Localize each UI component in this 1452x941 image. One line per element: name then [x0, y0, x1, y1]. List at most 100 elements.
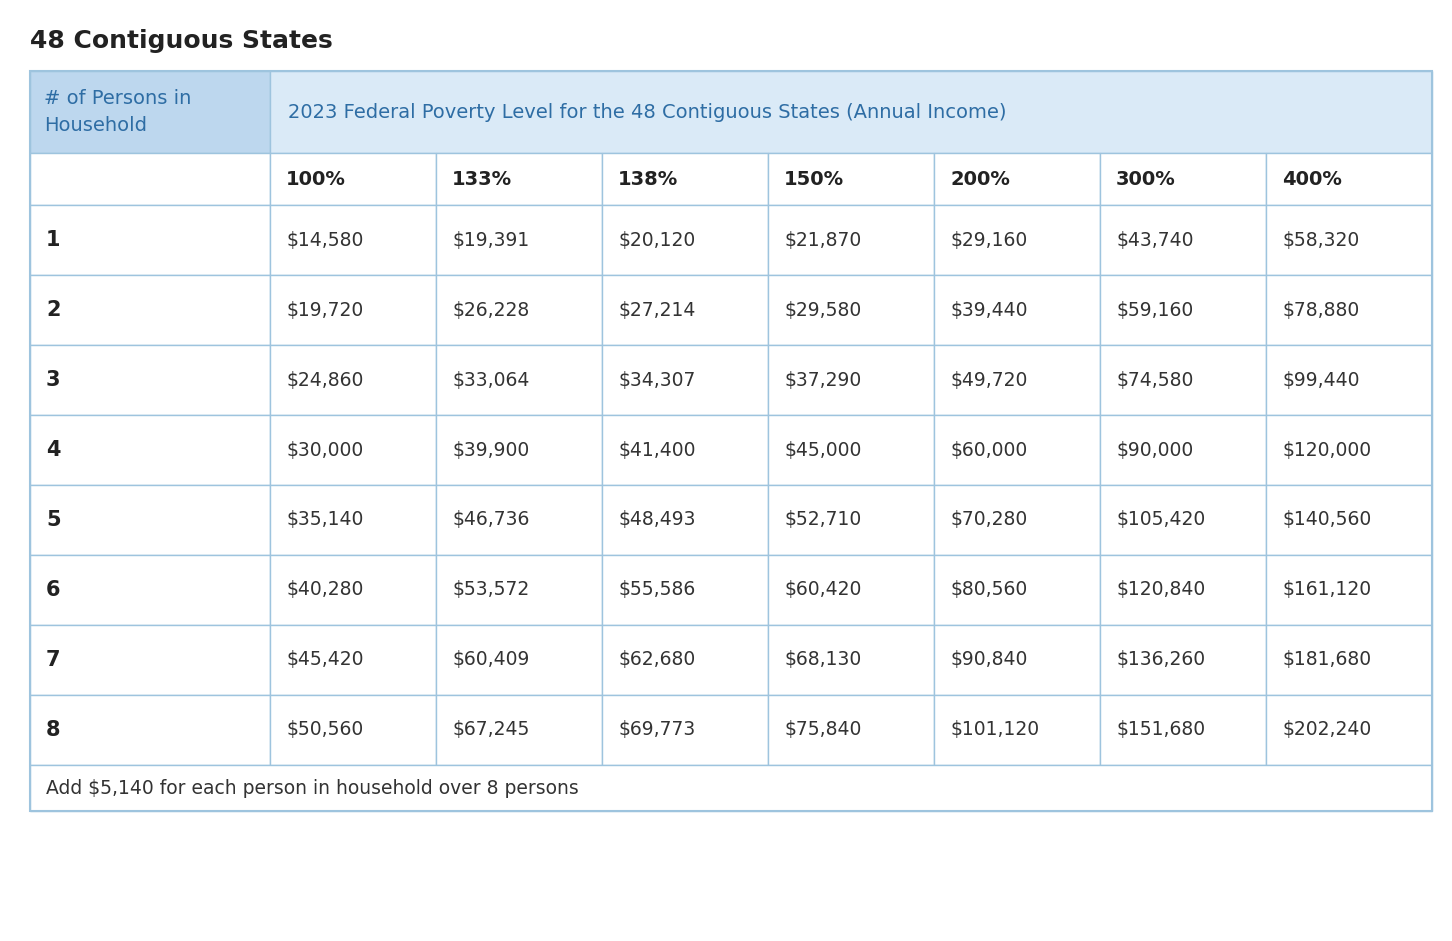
Bar: [934, 345, 1101, 415]
Bar: [270, 205, 436, 275]
Bar: [436, 153, 603, 205]
Bar: [768, 345, 934, 415]
Bar: [1101, 485, 1266, 555]
Bar: [1266, 555, 1432, 625]
Bar: [934, 275, 1101, 345]
Bar: [934, 205, 1101, 275]
Bar: [768, 275, 934, 345]
Bar: [1266, 275, 1432, 345]
Bar: [934, 485, 1101, 555]
Text: $29,580: $29,580: [784, 300, 861, 320]
Bar: [30, 275, 270, 345]
Text: 8: 8: [46, 720, 61, 740]
Bar: [603, 345, 768, 415]
Text: $69,773: $69,773: [619, 721, 696, 740]
Bar: [436, 555, 603, 625]
Text: $39,440: $39,440: [950, 300, 1028, 320]
Bar: [1101, 695, 1266, 765]
Bar: [30, 695, 270, 765]
Text: $34,307: $34,307: [619, 371, 696, 390]
Text: $90,000: $90,000: [1117, 440, 1194, 459]
Text: $50,560: $50,560: [286, 721, 363, 740]
Text: $99,440: $99,440: [1282, 371, 1359, 390]
Bar: [270, 625, 436, 695]
Text: $49,720: $49,720: [950, 371, 1028, 390]
Text: $45,000: $45,000: [784, 440, 861, 459]
Bar: [603, 205, 768, 275]
Text: $68,130: $68,130: [784, 650, 861, 669]
Bar: [768, 485, 934, 555]
Bar: [768, 625, 934, 695]
Bar: [1266, 415, 1432, 485]
Text: $151,680: $151,680: [1117, 721, 1205, 740]
Text: $120,000: $120,000: [1282, 440, 1371, 459]
Text: $90,840: $90,840: [950, 650, 1028, 669]
Bar: [270, 153, 436, 205]
Bar: [270, 695, 436, 765]
Text: $60,000: $60,000: [950, 440, 1027, 459]
Bar: [768, 153, 934, 205]
Bar: [270, 485, 436, 555]
Text: $19,720: $19,720: [286, 300, 363, 320]
Bar: [603, 625, 768, 695]
Bar: [436, 415, 603, 485]
Bar: [30, 71, 270, 153]
Text: 400%: 400%: [1282, 169, 1342, 188]
Bar: [30, 625, 270, 695]
Bar: [934, 695, 1101, 765]
Bar: [1266, 153, 1432, 205]
Bar: [1101, 555, 1266, 625]
Text: $105,420: $105,420: [1117, 511, 1205, 530]
Text: 138%: 138%: [619, 169, 678, 188]
Bar: [603, 153, 768, 205]
Text: $80,560: $80,560: [950, 581, 1027, 599]
Bar: [603, 415, 768, 485]
Bar: [30, 555, 270, 625]
Text: $24,860: $24,860: [286, 371, 363, 390]
Bar: [934, 415, 1101, 485]
Bar: [270, 555, 436, 625]
Text: $27,214: $27,214: [619, 300, 696, 320]
Bar: [1266, 485, 1432, 555]
Text: $136,260: $136,260: [1117, 650, 1205, 669]
Text: $58,320: $58,320: [1282, 231, 1359, 249]
Text: $62,680: $62,680: [619, 650, 696, 669]
Bar: [270, 345, 436, 415]
Bar: [1266, 345, 1432, 415]
Text: 2023 Federal Poverty Level for the 48 Contiguous States (Annual Income): 2023 Federal Poverty Level for the 48 Co…: [287, 103, 1006, 121]
Text: $39,900: $39,900: [452, 440, 529, 459]
Bar: [1101, 345, 1266, 415]
Text: $161,120: $161,120: [1282, 581, 1371, 599]
Bar: [436, 275, 603, 345]
Bar: [436, 695, 603, 765]
Text: 7: 7: [46, 650, 61, 670]
Bar: [30, 71, 1432, 811]
Bar: [1266, 695, 1432, 765]
Text: 150%: 150%: [784, 169, 844, 188]
Text: $46,736: $46,736: [452, 511, 530, 530]
Bar: [436, 345, 603, 415]
Text: $120,840: $120,840: [1117, 581, 1205, 599]
Text: $75,840: $75,840: [784, 721, 861, 740]
Bar: [436, 485, 603, 555]
Text: $74,580: $74,580: [1117, 371, 1194, 390]
Text: 200%: 200%: [950, 169, 1011, 188]
Bar: [1101, 625, 1266, 695]
Text: 2: 2: [46, 300, 61, 320]
Text: $20,120: $20,120: [619, 231, 696, 249]
Bar: [1101, 205, 1266, 275]
Text: 4: 4: [46, 440, 61, 460]
Text: $33,064: $33,064: [452, 371, 530, 390]
Text: $59,160: $59,160: [1117, 300, 1194, 320]
Text: $41,400: $41,400: [619, 440, 696, 459]
Bar: [270, 415, 436, 485]
Bar: [436, 625, 603, 695]
Bar: [934, 153, 1101, 205]
Bar: [768, 695, 934, 765]
Text: $70,280: $70,280: [950, 511, 1027, 530]
Bar: [1101, 275, 1266, 345]
Bar: [436, 205, 603, 275]
Bar: [30, 345, 270, 415]
Text: 100%: 100%: [286, 169, 346, 188]
Text: $26,228: $26,228: [452, 300, 529, 320]
